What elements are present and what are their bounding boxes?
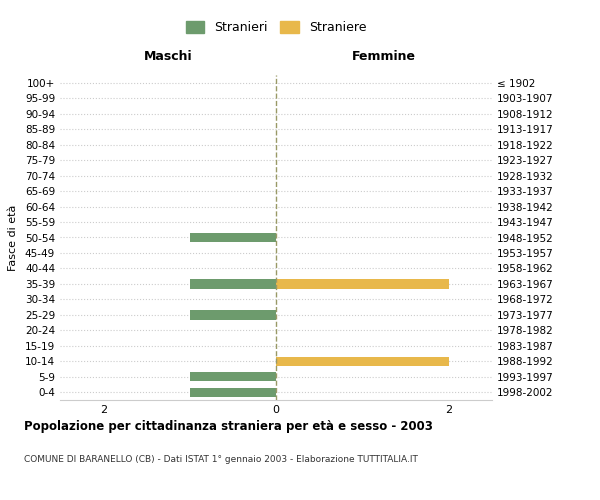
- Text: COMUNE DI BARANELLO (CB) - Dati ISTAT 1° gennaio 2003 - Elaborazione TUTTITALIA.: COMUNE DI BARANELLO (CB) - Dati ISTAT 1°…: [24, 455, 418, 464]
- Bar: [190, 310, 276, 320]
- Bar: [190, 280, 276, 288]
- Bar: [190, 372, 276, 382]
- Bar: [276, 280, 449, 288]
- Bar: [190, 233, 276, 242]
- Text: Femmine: Femmine: [352, 50, 416, 62]
- Text: Popolazione per cittadinanza straniera per età e sesso - 2003: Popolazione per cittadinanza straniera p…: [24, 420, 433, 433]
- Bar: [190, 388, 276, 397]
- Bar: [276, 356, 449, 366]
- Text: Maschi: Maschi: [143, 50, 193, 62]
- Y-axis label: Fasce di età: Fasce di età: [8, 204, 18, 270]
- Legend: Stranieri, Straniere: Stranieri, Straniere: [181, 16, 371, 40]
